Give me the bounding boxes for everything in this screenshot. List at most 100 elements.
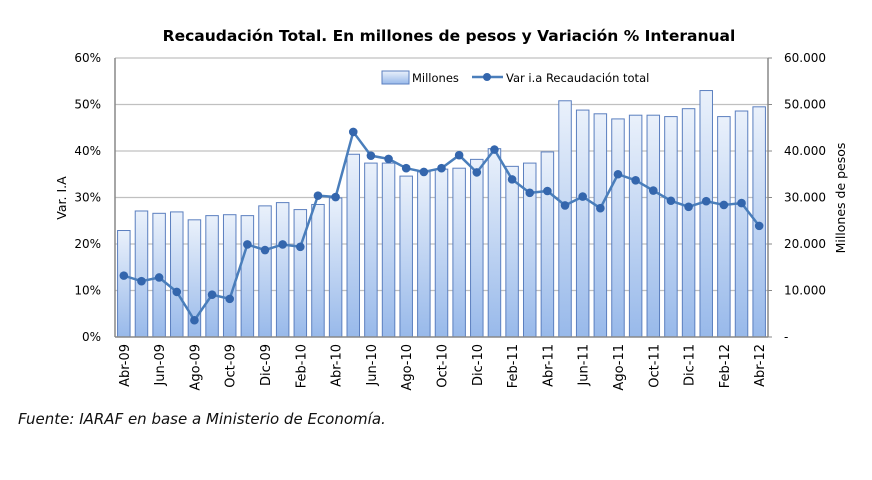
right-tick-label: 10.000 <box>784 284 826 298</box>
line-point-Ene-12 <box>701 196 711 206</box>
line-point-Jul-11 <box>596 203 605 213</box>
right-tick-label: 30.000 <box>784 191 826 205</box>
bar-Dic-10 <box>470 158 484 338</box>
chart: Recaudación Total. En millones de pesos … <box>54 27 848 391</box>
x-tick-label: Dic-09 <box>259 344 274 386</box>
bar-May-09 <box>134 210 149 338</box>
line-point-Oct-09 <box>225 294 235 304</box>
line-point-Feb-11 <box>507 175 517 184</box>
bar-Ene-11 <box>487 148 502 338</box>
x-tick-label: Jun-10 <box>365 344 380 387</box>
line-point-Jul-10 <box>384 154 393 164</box>
bar-May-10 <box>346 153 361 338</box>
bar-Sep-09 <box>205 215 219 338</box>
x-tick-label: Feb-12 <box>718 344 733 388</box>
x-tick-label: Dic-11 <box>683 344 698 386</box>
x-tick-label: Oct-11 <box>647 344 662 388</box>
bar-Jul-11 <box>593 113 608 338</box>
x-tick-label: Oct-09 <box>224 344 239 388</box>
x-tick-label: Abr-10 <box>330 344 345 387</box>
line-point-May-09 <box>137 276 146 286</box>
line-point-Sep-11 <box>631 175 640 185</box>
x-axis-ticks: Abr-09 Jun-09 Ago-09 Oct-09 Dic-09 Feb-10 Abr-… <box>118 344 768 391</box>
x-tick-label: Ago-11 <box>612 344 627 391</box>
legend-bar-label: Millones <box>412 71 459 85</box>
right-axis-label: Millones de pesos <box>833 143 848 254</box>
bar-Sep-11 <box>628 114 643 338</box>
bar-Dic-11 <box>681 108 696 338</box>
x-tick-label: Dic-10 <box>471 344 486 386</box>
line-point-Feb-10 <box>296 242 305 252</box>
bar-Feb-12 <box>717 116 731 338</box>
line-point-Oct-10 <box>437 163 446 173</box>
chart-title: Recaudación Total. En millones de pesos … <box>163 27 736 45</box>
right-tick-label: 50.000 <box>784 98 826 112</box>
x-tick-label: Oct-10 <box>436 344 451 388</box>
x-tick-label: Jun-11 <box>577 344 592 387</box>
bar-Feb-10 <box>293 209 308 338</box>
line-point-Ene-11 <box>490 145 499 154</box>
x-tick-label: Ago-10 <box>400 344 415 391</box>
line-point-Ene-10 <box>278 240 287 249</box>
legend-line-marker <box>483 73 491 81</box>
bar-Nov-11 <box>664 116 678 338</box>
line-point-Feb-12 <box>719 200 729 210</box>
right-tick-label: 60.000 <box>784 51 826 65</box>
bar-Jul-10 <box>381 162 396 338</box>
left-axis-ticks: 0% 10% 20% 30% 40% 50% 60% <box>74 51 101 344</box>
bar-Jun-11 <box>575 109 590 338</box>
left-tick-label: 50% <box>74 98 101 112</box>
line-point-May-10 <box>348 127 358 137</box>
line-point-Jun-11 <box>578 192 587 201</box>
left-tick-label: 10% <box>74 284 101 298</box>
left-tick-label: 30% <box>74 191 101 205</box>
line-point-Ago-10 <box>401 163 411 173</box>
bar-Mar-10 <box>311 203 325 338</box>
bar-Ene-12 <box>699 90 713 338</box>
line-point-Mar-12 <box>737 198 746 208</box>
right-tick-label: 20.000 <box>784 237 826 251</box>
line-point-Sep-09 <box>207 290 217 299</box>
line-point-Mar-11 <box>525 188 535 198</box>
right-tick-label: - <box>784 330 788 344</box>
line-point-Abr-12 <box>754 221 764 231</box>
bar-Ago-11 <box>611 118 625 338</box>
bar-Ago-10 <box>399 175 413 338</box>
legend: Millones Var i.a Recaudación total <box>381 70 649 85</box>
line-point-Nov-09 <box>243 240 252 249</box>
x-tick-label: Ago-09 <box>188 344 203 391</box>
line-point-Dic-09 <box>260 245 270 255</box>
line-point-Jun-10 <box>366 151 376 160</box>
x-tick-label: Feb-10 <box>294 344 309 388</box>
source-note: Fuente: IARAF en base a Ministerio de Ec… <box>18 410 386 428</box>
legend-line-label: Var i.a Recaudación total <box>506 71 649 85</box>
bar-Dic-09 <box>258 205 272 338</box>
bar-Feb-11 <box>505 165 519 338</box>
bar-Oct-09 <box>222 214 237 338</box>
line-point-May-11 <box>560 201 570 210</box>
bar-Jul-09 <box>170 211 184 338</box>
line-point-Jun-09 <box>154 273 164 282</box>
line-point-Abr-09 <box>119 271 129 280</box>
bar-May-11 <box>558 100 572 338</box>
right-tick-label: 40.000 <box>784 144 826 158</box>
bar-series <box>117 90 766 338</box>
left-tick-label: 20% <box>74 237 101 251</box>
bar-Nov-09 <box>240 215 255 338</box>
bar-Abr-09 <box>117 230 131 338</box>
bar-Nov-10 <box>452 167 466 338</box>
line-point-Ago-11 <box>613 169 623 179</box>
line-point-Dic-10 <box>472 168 482 177</box>
bar-Sep-10 <box>417 171 431 338</box>
line-point-Nov-10 <box>454 150 464 160</box>
line-point-Sep-10 <box>419 167 429 177</box>
bar-Jun-10 <box>364 162 378 338</box>
line-series <box>119 127 764 325</box>
line-point-Abr-11 <box>543 186 552 196</box>
x-tick-label: Feb-11 <box>506 344 521 388</box>
right-axis-ticks: - 10.000 20.000 30.000 40.000 50.000 60.000 <box>768 51 826 344</box>
line-point-Oct-11 <box>648 186 658 195</box>
bar-Mar-12 <box>734 110 749 338</box>
left-tick-label: 0% <box>82 330 101 344</box>
line-point-Mar-10 <box>313 191 323 200</box>
